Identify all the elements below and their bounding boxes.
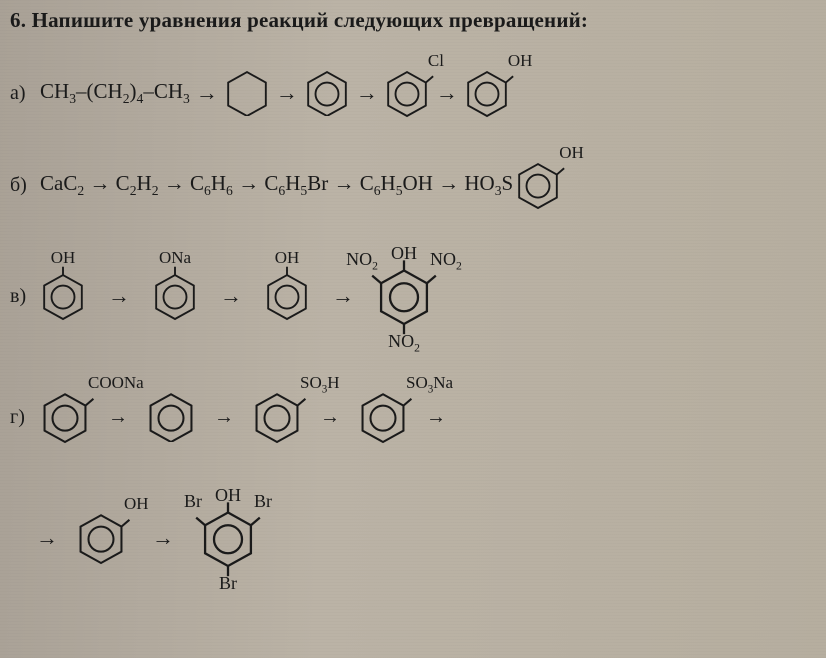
substituent-label: ONa — [159, 249, 191, 266]
substituent-label: SO3H — [300, 374, 340, 395]
arrow: → — [86, 283, 152, 309]
phenol-ring: OH — [76, 513, 126, 563]
arrow: → — [190, 80, 224, 106]
item-b-row: б) CaC2 → C2H2 → C6H6 → C6H5Br → C6H5OH … — [10, 149, 810, 221]
substituent-label: Br — [219, 574, 237, 592]
sodium-benzenesulfonate-ring: SO3Na — [358, 392, 408, 442]
arrow: → — [310, 283, 376, 309]
phenol-ring: OH — [40, 273, 86, 319]
item-d-label: г) — [10, 406, 40, 429]
arrow: → — [20, 525, 76, 551]
page: { "colors": { "bg": "#b8b0a3", "ink": "#… — [0, 0, 826, 658]
substituent-label: NO2 — [388, 332, 420, 354]
benzene-ring — [304, 70, 350, 116]
item-d-row-1: г) COONa → → SO3H → SO3Na → — [10, 371, 810, 463]
sodium-benzoate-ring: COONa — [40, 392, 90, 442]
substituent-label: Br — [254, 492, 272, 510]
substituent-label: Cl — [428, 52, 444, 69]
item-b-label: б) — [10, 174, 40, 197]
item-a-lead-formula: CH3–(CH2)4–CH3 — [40, 79, 190, 107]
substituent-label: Br — [184, 492, 202, 510]
substituent-label: OH — [391, 244, 417, 262]
sodium-phenolate-ring: ONa — [152, 273, 198, 319]
arrow: → — [408, 406, 450, 429]
arrow: → — [198, 283, 264, 309]
arrow: → — [302, 406, 358, 429]
substituent-label: NO2 — [430, 250, 462, 272]
substituent-label: OH — [51, 249, 76, 266]
cyclohexane-ring — [224, 70, 270, 116]
item-c-row: в) OH → ONa → OH → OHNO2NO2NO2 — [10, 231, 810, 361]
item-a-label: а) — [10, 82, 40, 105]
arrow: → — [350, 80, 384, 106]
arrow: → — [90, 406, 146, 429]
arrow: → — [196, 406, 252, 429]
chlorobenzene-ring: Cl — [384, 70, 430, 116]
arrow: → — [430, 80, 464, 106]
substituent-label: COONa — [88, 374, 144, 391]
arrow: → — [126, 525, 200, 551]
arrow: → — [270, 80, 304, 106]
substituent-label: SO3Na — [406, 374, 453, 395]
benzene-ring — [146, 392, 196, 442]
trinitrophenol-ring: OHNO2NO2NO2 — [376, 268, 432, 324]
item-a-row: а) CH3–(CH2)4–CH3 → → → Cl → OH — [10, 47, 810, 139]
problem-title: 6. Напишите уравнения реакций следующих … — [10, 8, 810, 33]
hydroxybenzenesulfonic-ring: OH — [515, 162, 561, 208]
item-c-label: в) — [10, 285, 40, 308]
item-d-row-2: → OH → OHBrBrBr — [10, 473, 810, 603]
substituent-label: OH — [215, 486, 241, 504]
benzenesulfonic-ring: SO3H — [252, 392, 302, 442]
substituent-label: NO2 — [346, 250, 378, 272]
phenol-ring: OH — [264, 273, 310, 319]
tribromophenol-ring: OHBrBrBr — [200, 510, 256, 566]
substituent-label: OH — [124, 495, 149, 512]
item-b-chain: CaC2 → C2H2 → C6H6 → C6H5Br → C6H5OH → H… — [40, 171, 513, 199]
substituent-label: OH — [559, 144, 584, 161]
phenol-ring: OH — [464, 70, 510, 116]
substituent-label: OH — [508, 52, 533, 69]
substituent-label: OH — [275, 249, 300, 266]
